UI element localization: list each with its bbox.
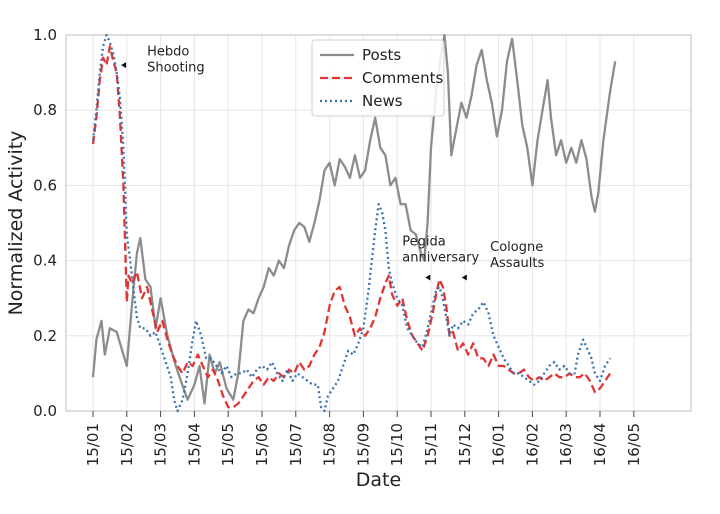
x-tick-label: 15/04 (185, 423, 203, 466)
y-tick-label: 0.2 (33, 327, 57, 345)
legend-label-posts: Posts (362, 46, 401, 64)
x-tick-label: 16/01 (490, 423, 508, 466)
y-tick-label: 0.0 (33, 402, 57, 420)
plot-frame (65, 34, 692, 412)
legend-label-comments: Comments (362, 69, 443, 87)
x-tick-label: 15/11 (422, 423, 440, 466)
annotation-text: anniversary (402, 251, 479, 266)
x-tick-label: 15/01 (84, 423, 102, 466)
x-tick-label: 16/04 (591, 423, 609, 466)
series-layer (91, 33, 617, 413)
y-tick-label: 0.4 (33, 252, 57, 270)
x-tick-label: 15/05 (219, 423, 237, 466)
series-line-posts (91, 33, 617, 405)
y-axis: 0.0 0.2 0.4 0.6 0.8 1.0 (33, 26, 57, 420)
x-tick-label: 16/03 (557, 423, 575, 466)
x-tick-label: 15/07 (287, 423, 305, 466)
annotation-text: Shooting (147, 61, 205, 76)
y-tick-label: 0.6 (33, 176, 57, 194)
annotation-marker (121, 62, 127, 69)
x-tick-label: 15/08 (321, 423, 339, 466)
x-tick-label: 15/02 (118, 423, 136, 466)
series-line-news (91, 33, 612, 413)
legend: Posts Comments News (311, 39, 445, 117)
annotation-text: Pegida (402, 235, 445, 250)
y-axis-title: Normalized Activity (5, 131, 27, 316)
y-tick-label: 0.8 (33, 101, 57, 119)
x-tick-label: 16/05 (625, 423, 643, 466)
x-tick-label: 15/10 (388, 423, 406, 466)
series-line-comments (91, 45, 612, 409)
annotation-text: Hebdo (147, 45, 189, 60)
y-tick-label: 1.0 (33, 26, 57, 44)
x-tick-label: 15/06 (253, 423, 271, 466)
legend-label-news: News (362, 92, 403, 110)
x-tick-label: 15/12 (456, 423, 474, 466)
annotation-marker (461, 274, 467, 281)
x-tick-label: 15/09 (354, 423, 372, 466)
x-axis: 15/01 15/02 15/03 15/04 15/05 15/06 15/07 15/08… (84, 411, 643, 466)
legend-box (311, 39, 445, 117)
annotation-text: Assaults (490, 256, 544, 271)
x-tick-label: 16/02 (523, 423, 541, 466)
annotation-text: Cologne (490, 240, 543, 255)
annotation-marker (425, 274, 431, 281)
x-tick-label: 15/03 (152, 423, 170, 466)
x-axis-title: Date (356, 469, 401, 491)
